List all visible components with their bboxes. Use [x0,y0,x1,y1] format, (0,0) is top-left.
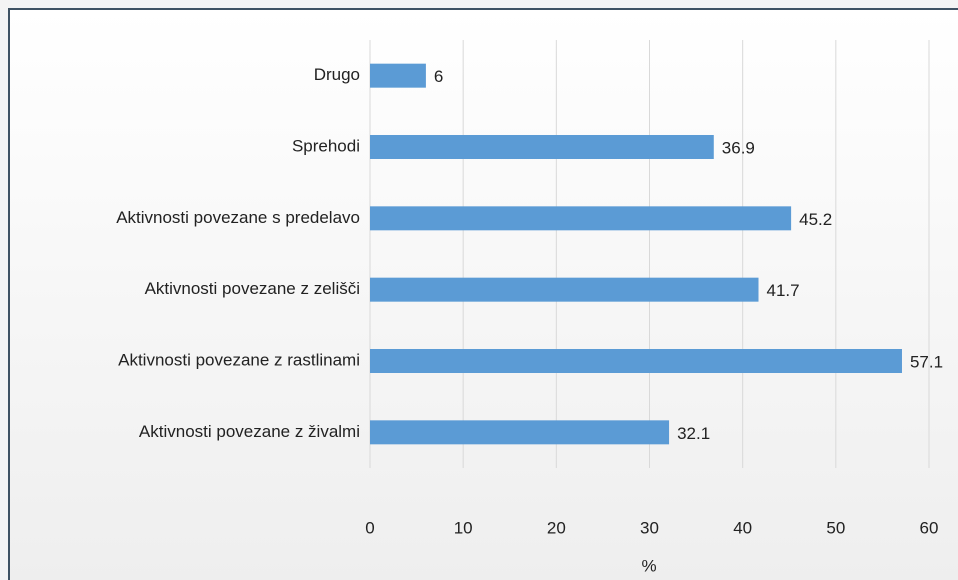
data-label: 57.1 [910,352,943,371]
y-tick-label: Sprehodi [292,136,360,155]
x-tick-label: 0 [365,518,374,537]
data-label: 36.9 [722,138,755,157]
x-tick-label: 40 [733,518,752,537]
bar [370,277,759,302]
y-tick-label: Aktivnosti povezane z zelišči [145,279,360,298]
data-label: 45.2 [799,210,832,229]
bar [370,349,902,373]
bar [370,206,792,231]
y-tick-label: Aktivnosti povezane s predelavo [116,208,360,227]
x-tick-label: 50 [826,518,845,537]
y-tick-label: Drugo [314,65,360,84]
bar [370,63,426,88]
y-tick-label: Aktivnosti povezane z živalmi [139,422,360,441]
x-tick-label: 20 [547,518,566,537]
x-tick-label: 30 [640,518,659,537]
x-tick-label: 60 [920,518,939,537]
x-axis-label: % [641,556,656,575]
bar [370,420,670,445]
data-label: 6 [434,67,443,86]
data-label: 41.7 [767,281,800,300]
bar [370,135,714,159]
x-tick-label: 10 [454,518,473,537]
y-tick-label: Aktivnosti povezane z rastlinami [118,350,360,369]
data-label: 32.1 [677,424,710,443]
